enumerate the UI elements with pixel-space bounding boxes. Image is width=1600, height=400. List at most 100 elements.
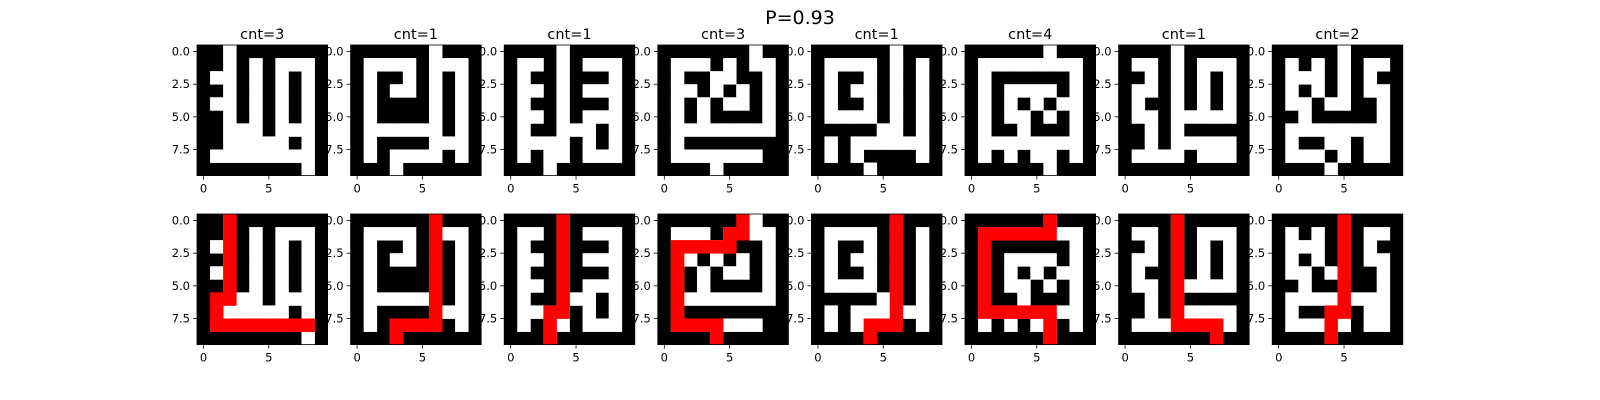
maze-open-cell — [978, 318, 992, 332]
maze-open-cell — [1183, 110, 1198, 124]
maze-path-cell — [736, 214, 750, 228]
x-tick-label: 0 — [814, 351, 821, 365]
maze-open-cell — [876, 305, 891, 319]
maze-open-cell — [863, 279, 878, 293]
maze-open-cell — [582, 318, 597, 332]
maze-open-cell — [1324, 292, 1338, 306]
maze-open-cell — [608, 84, 623, 98]
maze-open-cell — [1337, 84, 1351, 98]
x-tick-label: 5 — [1033, 182, 1040, 196]
axes-frame — [964, 213, 1097, 346]
maze-path-cell — [710, 240, 724, 254]
y-tick-label: 0.0 — [633, 45, 651, 59]
maze-open-cell — [889, 136, 904, 150]
maze-open-cell — [415, 292, 430, 306]
maze-open-cell — [1017, 84, 1031, 98]
maze-open-cell — [223, 149, 237, 163]
maze-path-cell — [1043, 227, 1057, 241]
maze-open-cell — [363, 266, 378, 280]
maze-open-cell — [223, 71, 237, 85]
maze-open-cell — [455, 97, 469, 111]
maze-open-cell — [1196, 266, 1211, 280]
maze-open-cell — [696, 110, 711, 124]
maze-open-cell — [1376, 318, 1391, 332]
maze-open-cell — [249, 149, 263, 163]
maze-path-cell — [670, 266, 685, 280]
maze-open-cell — [889, 58, 904, 72]
maze-open-cell — [978, 110, 992, 124]
y-tick-label: 2.5 — [1247, 77, 1265, 91]
maze-open-cell — [1069, 253, 1083, 267]
maze-open-cell — [978, 71, 992, 85]
maze-open-cell — [749, 214, 763, 228]
maze-open-cell — [1144, 58, 1159, 72]
axes-frame — [1271, 44, 1404, 177]
y-tick-label: 7.5 — [1247, 311, 1265, 325]
maze-open-cell — [301, 331, 315, 345]
maze-open-cell — [582, 110, 597, 124]
maze-open-cell — [517, 292, 531, 306]
maze-open-cell — [1069, 84, 1083, 98]
maze-open-cell — [249, 71, 263, 85]
maze-open-cell — [1056, 227, 1070, 241]
maze-open-cell — [1030, 97, 1044, 111]
maze-open-cell — [670, 71, 685, 85]
y-tick-label: 2.5 — [786, 246, 804, 260]
maze-path-cell — [389, 331, 404, 345]
maze-open-cell — [1298, 71, 1312, 85]
maze-open-cell — [1298, 97, 1312, 111]
maze-open-cell — [736, 123, 750, 137]
maze-path-cell — [991, 305, 1005, 319]
maze-open-cell — [696, 227, 711, 241]
axes-frame — [1118, 213, 1250, 346]
maze-open-cell — [428, 58, 443, 72]
maze-path-cell — [876, 318, 891, 332]
maze-open-cell — [223, 305, 237, 319]
maze-open-cell — [824, 97, 838, 111]
maze-open-cell — [1223, 110, 1237, 124]
maze-panel-r1-c7: cnt=1 0 5 0.0 2.5 5.0 7.5 — [1093, 27, 1250, 196]
maze-open-cell — [1311, 58, 1325, 72]
maze-open-cell — [978, 149, 992, 163]
maze-open-cell — [1004, 318, 1018, 332]
maze-open-cell — [1376, 58, 1391, 72]
maze-open-cell — [1196, 305, 1211, 319]
maze-open-cell — [824, 149, 838, 163]
maze-open-cell — [850, 227, 865, 241]
maze-open-cell — [517, 123, 531, 137]
maze-open-cell — [749, 45, 763, 59]
maze-open-cell — [710, 292, 724, 306]
maze-path-cell — [556, 305, 570, 319]
maze-open-cell — [363, 305, 378, 319]
maze-open-cell — [915, 136, 930, 150]
maze-open-cell — [1131, 279, 1146, 293]
maze-path-cell — [428, 279, 443, 293]
maze-open-cell — [1131, 97, 1146, 111]
maze-open-cell — [608, 97, 623, 111]
x-tick-label: 5 — [1340, 182, 1347, 196]
maze-path-cell — [1337, 227, 1351, 241]
maze-open-cell — [670, 97, 685, 111]
maze-open-cell — [249, 292, 263, 306]
maze-open-cell — [1210, 149, 1224, 163]
maze-open-cell — [824, 136, 838, 150]
maze-open-cell — [824, 240, 838, 254]
maze-open-cell — [863, 84, 878, 98]
maze-open-cell — [1131, 58, 1146, 72]
maze-open-cell — [915, 240, 930, 254]
maze-path-cell — [1337, 240, 1351, 254]
maze-path-cell — [428, 318, 443, 332]
y-tick-label: 5.0 — [1247, 279, 1265, 293]
maze-open-cell — [301, 279, 315, 293]
maze-open-cell — [837, 227, 851, 241]
maze-open-cell — [301, 162, 315, 176]
maze-open-cell — [915, 318, 930, 332]
maze-open-cell — [1069, 97, 1083, 111]
y-tick-label: 2.5 — [479, 246, 497, 260]
x-tick-label: 5 — [419, 182, 426, 196]
maze-open-cell — [363, 149, 378, 163]
maze-open-cell — [275, 253, 289, 267]
maze-open-cell — [301, 84, 315, 98]
maze-open-cell — [249, 97, 263, 111]
maze-open-cell — [710, 84, 724, 98]
